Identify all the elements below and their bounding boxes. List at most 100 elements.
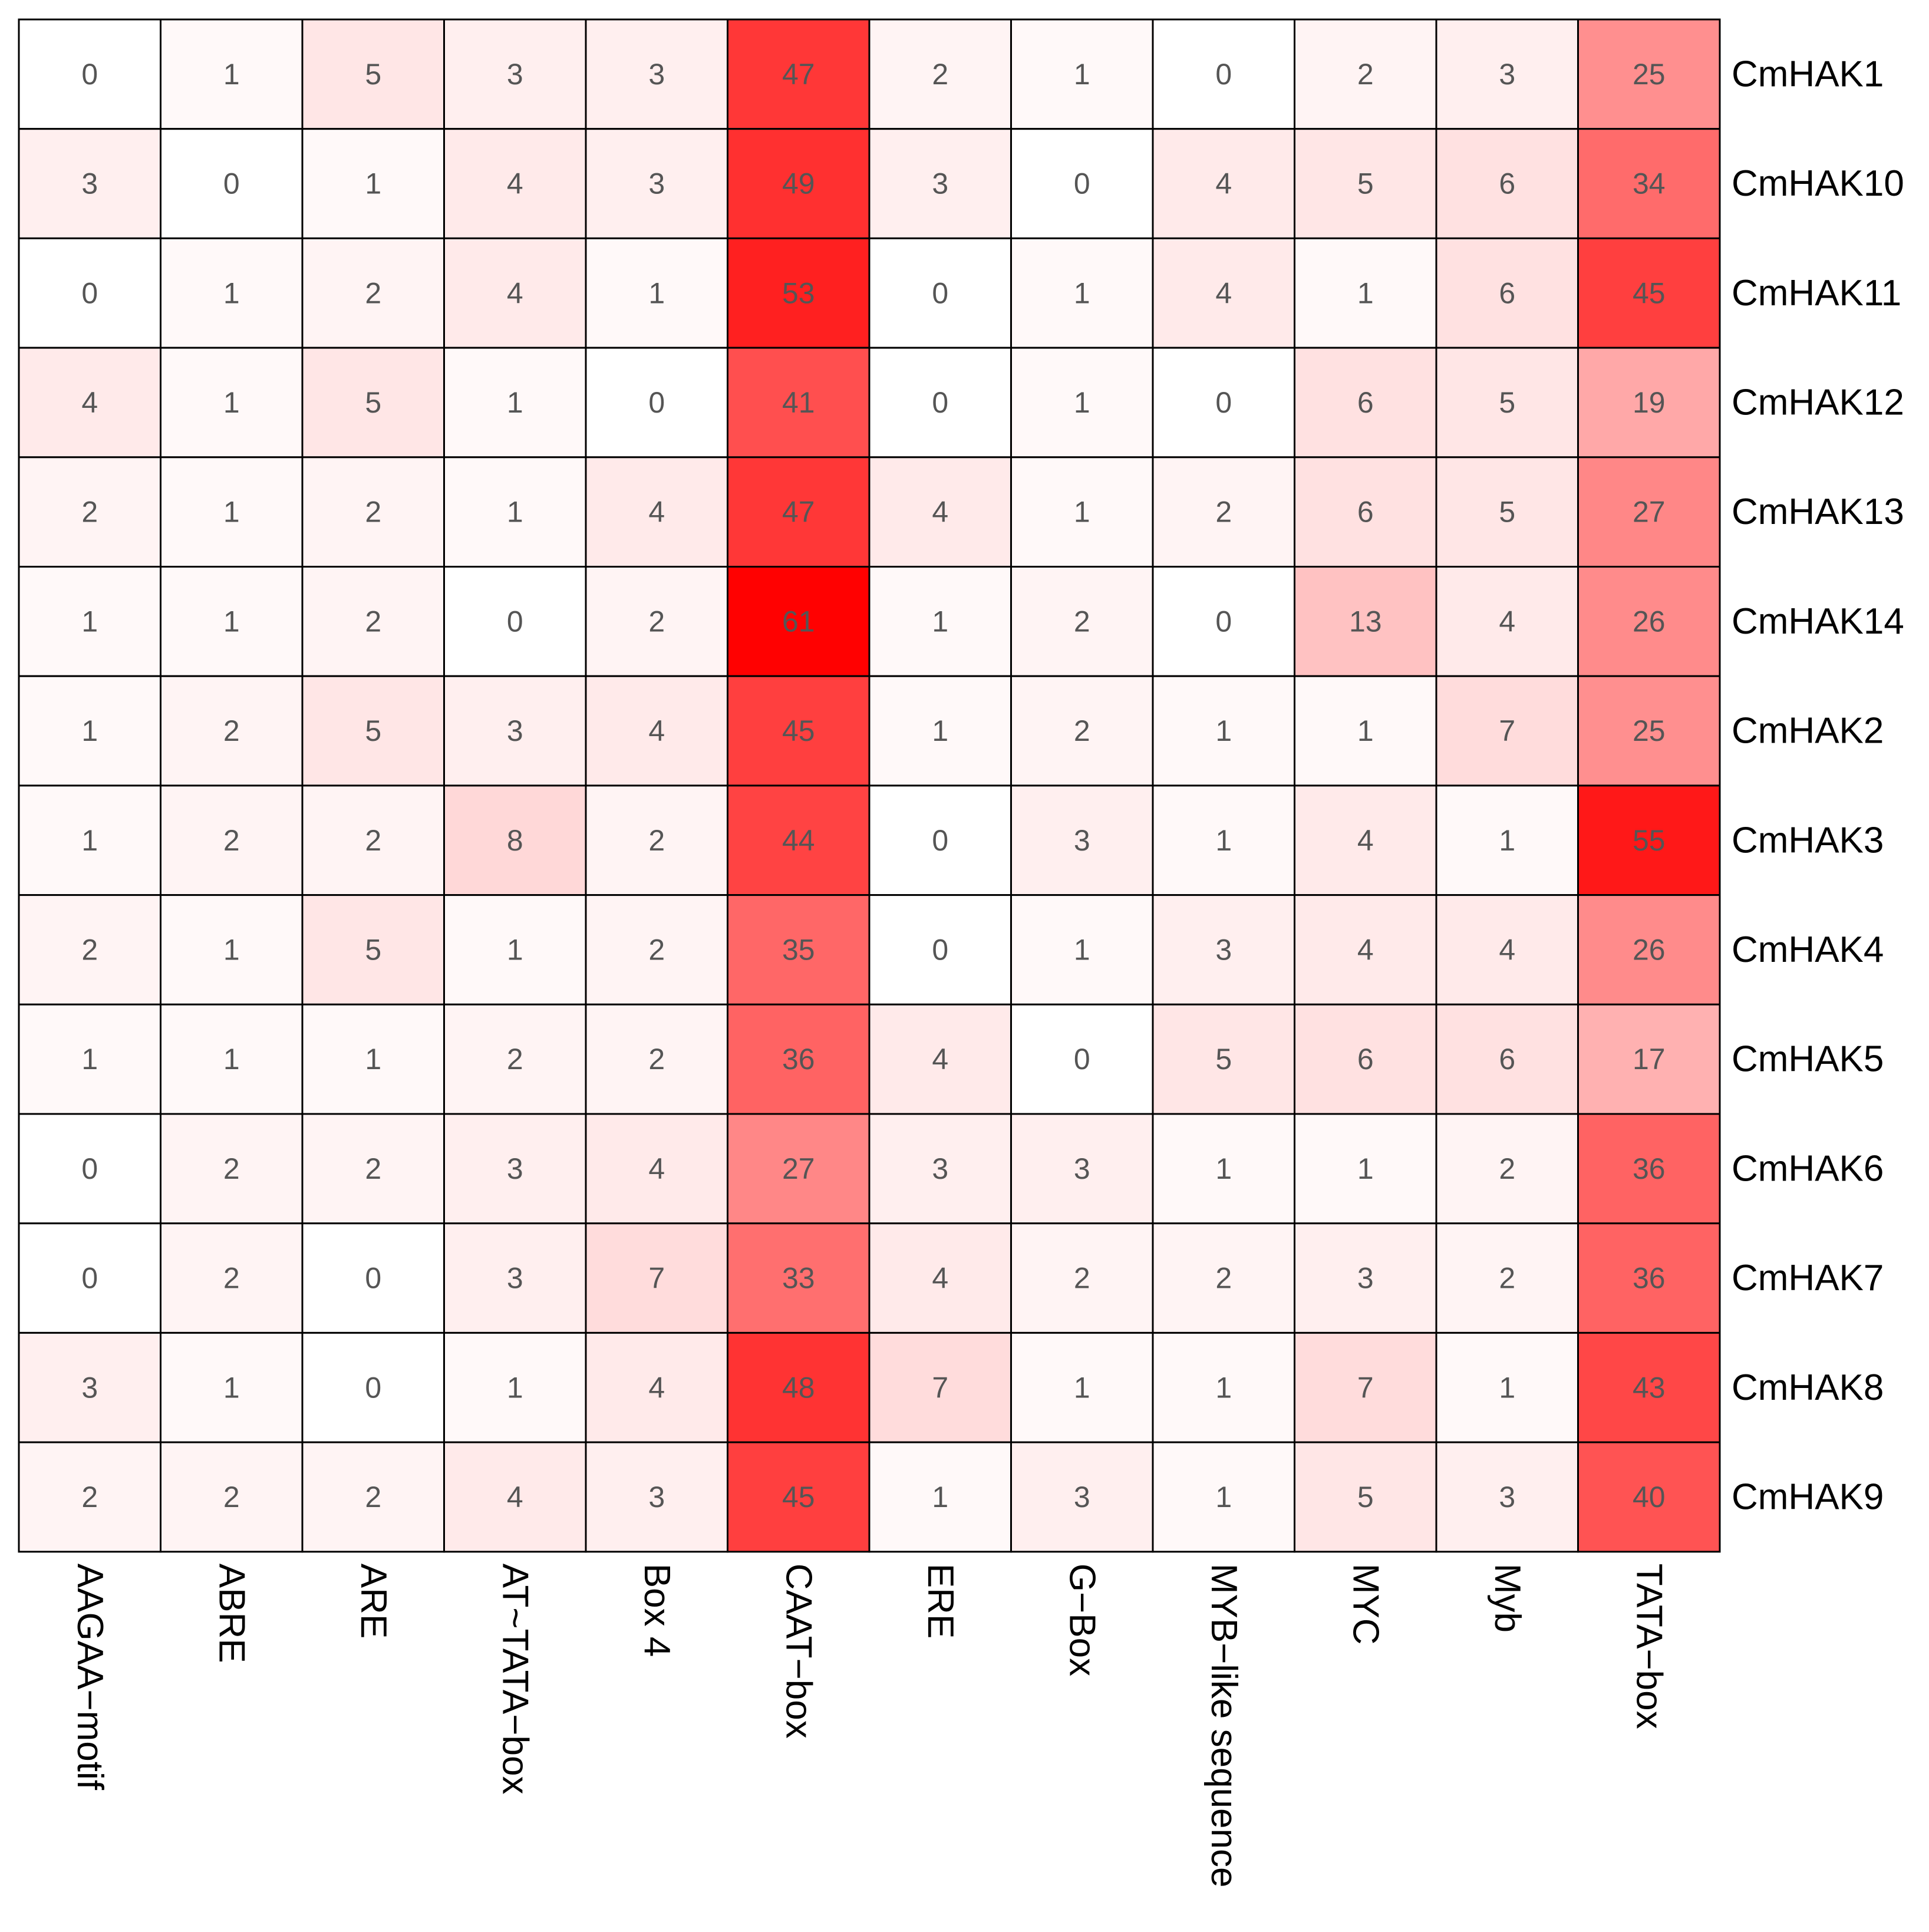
cell-value-label: 6 — [1499, 276, 1515, 309]
cell-value-label: 3 — [1074, 824, 1090, 857]
cell-value-label: 2 — [81, 933, 98, 966]
cell-value-label: 1 — [1499, 1371, 1515, 1404]
cell-value-label: 2 — [648, 605, 665, 638]
cell-value-label: 1 — [1074, 58, 1090, 91]
heatmap-cell — [160, 347, 304, 459]
cell-value-label: 3 — [932, 1152, 948, 1185]
row-label: CmHAK12 — [1732, 382, 1904, 423]
cell-value-label: 26 — [1633, 605, 1666, 638]
heatmap-cell — [868, 128, 1012, 239]
heatmap-cell — [1294, 1331, 1437, 1443]
heatmap-cell — [1010, 18, 1154, 130]
heatmap-cell — [301, 456, 445, 568]
cell-value-label: 0 — [932, 386, 948, 419]
cell-value-label: 0 — [81, 1152, 98, 1185]
cell-value-label: 1 — [223, 605, 240, 638]
cell-value-label: 1 — [1357, 276, 1374, 309]
heatmap-cell — [1294, 347, 1437, 459]
cell-value-label: 3 — [507, 58, 523, 91]
cell-value-label: 5 — [365, 58, 381, 91]
cell-value-label: 2 — [648, 824, 665, 857]
heatmap-cell — [301, 1222, 445, 1334]
row-label: CmHAK7 — [1732, 1258, 1884, 1298]
heatmap-cell — [1152, 1113, 1295, 1225]
cell-value-label: 3 — [81, 167, 98, 200]
cell-value-label: 2 — [223, 824, 240, 857]
heatmap-cell — [443, 237, 587, 349]
cell-value-label: 2 — [365, 605, 381, 638]
cell-value-label: 1 — [223, 496, 240, 529]
cell-value-label: 4 — [1499, 933, 1515, 966]
cell-value-label: 7 — [648, 1262, 665, 1295]
heatmap-cell — [18, 894, 161, 1005]
cell-value-label: 2 — [223, 1152, 240, 1185]
row-label: CmHAK14 — [1732, 601, 1904, 642]
heatmap-cell — [443, 566, 587, 677]
cell-value-label: 6 — [1499, 167, 1515, 200]
cell-value-label: 2 — [1215, 1262, 1232, 1295]
cell-value-label: 3 — [507, 1152, 523, 1185]
column-label: TATA−box — [1628, 1564, 1669, 1729]
cell-value-label: 0 — [81, 58, 98, 91]
heatmap-cell — [868, 894, 1012, 1005]
row-label: CmHAK1 — [1732, 54, 1884, 94]
cell-value-label: 2 — [223, 714, 240, 747]
cell-value-label: 3 — [507, 1262, 523, 1295]
cell-value-label: 1 — [1215, 824, 1232, 857]
cell-value-label: 7 — [1499, 714, 1515, 747]
cell-value-label: 1 — [223, 276, 240, 309]
cell-value-label: 1 — [1215, 1371, 1232, 1404]
heatmap-cell — [18, 456, 161, 568]
cell-value-label: 0 — [932, 276, 948, 309]
cell-value-label: 5 — [1215, 1043, 1232, 1076]
cell-value-label: 0 — [648, 386, 665, 419]
cell-value-label: 27 — [782, 1152, 815, 1185]
column-label: AT~TATA−box — [494, 1564, 535, 1795]
heatmap-cell — [1294, 1003, 1437, 1115]
row-label: CmHAK9 — [1732, 1476, 1884, 1517]
heatmap-cell — [301, 1331, 445, 1443]
cell-value-label: 2 — [507, 1043, 523, 1076]
heatmap-cell — [1152, 128, 1295, 239]
cell-value-label: 4 — [932, 1043, 948, 1076]
cell-value-label: 43 — [1633, 1371, 1666, 1404]
heatmap-cell — [1010, 784, 1154, 896]
cell-value-label: 1 — [932, 714, 948, 747]
cell-value-label: 4 — [648, 1152, 665, 1185]
cell-value-label: 6 — [1499, 1043, 1515, 1076]
cell-value-label: 3 — [932, 167, 948, 200]
heatmap-cell — [443, 18, 587, 130]
heatmap-cell — [1294, 18, 1437, 130]
cell-value-label: 0 — [932, 824, 948, 857]
heatmap-cell — [1294, 1222, 1437, 1334]
heatmap-cell — [18, 675, 161, 787]
cell-value-label: 5 — [365, 714, 381, 747]
heatmap-cell — [1294, 675, 1437, 787]
column-label: ARE — [353, 1564, 394, 1638]
heatmap-cell — [727, 456, 870, 568]
heatmap-cell — [1435, 1113, 1579, 1225]
cell-value-label: 17 — [1633, 1043, 1666, 1076]
column-label: AAGAA−motif — [70, 1564, 110, 1791]
heatmap-cell — [160, 1331, 304, 1443]
cell-value-label: 2 — [1074, 1262, 1090, 1295]
heatmap-cell — [868, 1222, 1012, 1334]
cell-value-label: 3 — [1215, 933, 1232, 966]
heatmap-cell — [1435, 1003, 1579, 1115]
cell-value-label: 0 — [81, 1262, 98, 1295]
row-label: CmHAK8 — [1732, 1367, 1884, 1408]
cell-value-label: 0 — [507, 605, 523, 638]
heatmap-cell — [1010, 456, 1154, 568]
heatmap-cell — [1294, 1113, 1437, 1225]
cell-value-label: 0 — [81, 276, 98, 309]
cell-value-label: 3 — [1074, 1152, 1090, 1185]
cell-value-label: 1 — [507, 386, 523, 419]
cell-value-label: 5 — [1499, 386, 1515, 419]
cell-value-label: 7 — [932, 1371, 948, 1404]
heatmap-cell — [1294, 128, 1437, 239]
cell-value-label: 1 — [1499, 824, 1515, 857]
heatmap-cell — [727, 894, 870, 1005]
cell-value-label: 36 — [782, 1043, 815, 1076]
cell-value-label: 2 — [365, 1152, 381, 1185]
heatmap-cell — [727, 1113, 870, 1225]
